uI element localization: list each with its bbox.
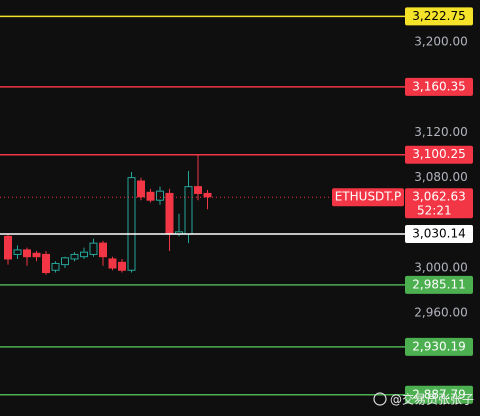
- candle-body: [127, 177, 136, 271]
- candle-body: [156, 190, 164, 201]
- level-label: 3,100.25: [412, 147, 465, 161]
- candle-body: [99, 242, 107, 258]
- candle-body: [51, 262, 60, 271]
- candle-body: [146, 191, 155, 201]
- level-label-box: [405, 224, 473, 243]
- candle-body: [13, 249, 22, 255]
- candle-body: [118, 261, 126, 271]
- candle-body: [89, 242, 98, 255]
- level-label: 2,887.79: [412, 387, 465, 401]
- y-tick-label: 2,960.00: [414, 306, 467, 320]
- y-tick-label: 3,120.00: [414, 125, 467, 139]
- level-label-box: [405, 145, 473, 164]
- candle-body: [184, 186, 193, 235]
- candle-body: [194, 186, 202, 194]
- level-label: 2,985.11: [412, 277, 465, 291]
- watermark-icon: [373, 392, 387, 406]
- candle-body: [61, 257, 69, 266]
- y-tick-label: 3,080.00: [414, 170, 467, 184]
- level-label-box: [405, 385, 473, 404]
- candle-body: [137, 180, 145, 198]
- candle-body: [80, 251, 88, 258]
- level-label-box: [405, 7, 473, 26]
- candle-body: [23, 249, 31, 258]
- candle-body: [203, 192, 212, 198]
- price-name: ETHUSDT.P: [335, 190, 402, 204]
- candle-body: [4, 235, 12, 260]
- candle-body: [70, 253, 79, 260]
- candle-body: [42, 253, 50, 274]
- price-label-box: [405, 188, 473, 219]
- level-label-box: [405, 77, 473, 96]
- level-label: 3,160.35: [412, 79, 465, 93]
- price-name-box: [332, 188, 404, 207]
- level-label-box: [405, 337, 473, 356]
- price-countdown: 52:21: [417, 204, 452, 218]
- candle-body: [108, 258, 117, 269]
- level-label-box: [405, 275, 473, 294]
- price-label: 3,062.63: [412, 190, 465, 204]
- candle-body: [165, 192, 174, 235]
- candle-body: [32, 252, 41, 258]
- level-label: 2,930.19: [412, 339, 465, 353]
- y-tick-label: 3,200.00: [414, 35, 467, 49]
- level-label: 3,222.75: [412, 9, 465, 23]
- level-label: 3,030.14: [412, 226, 465, 240]
- y-tick-label: 3,000.00: [414, 260, 467, 274]
- watermark: @交易员张张子: [390, 392, 474, 407]
